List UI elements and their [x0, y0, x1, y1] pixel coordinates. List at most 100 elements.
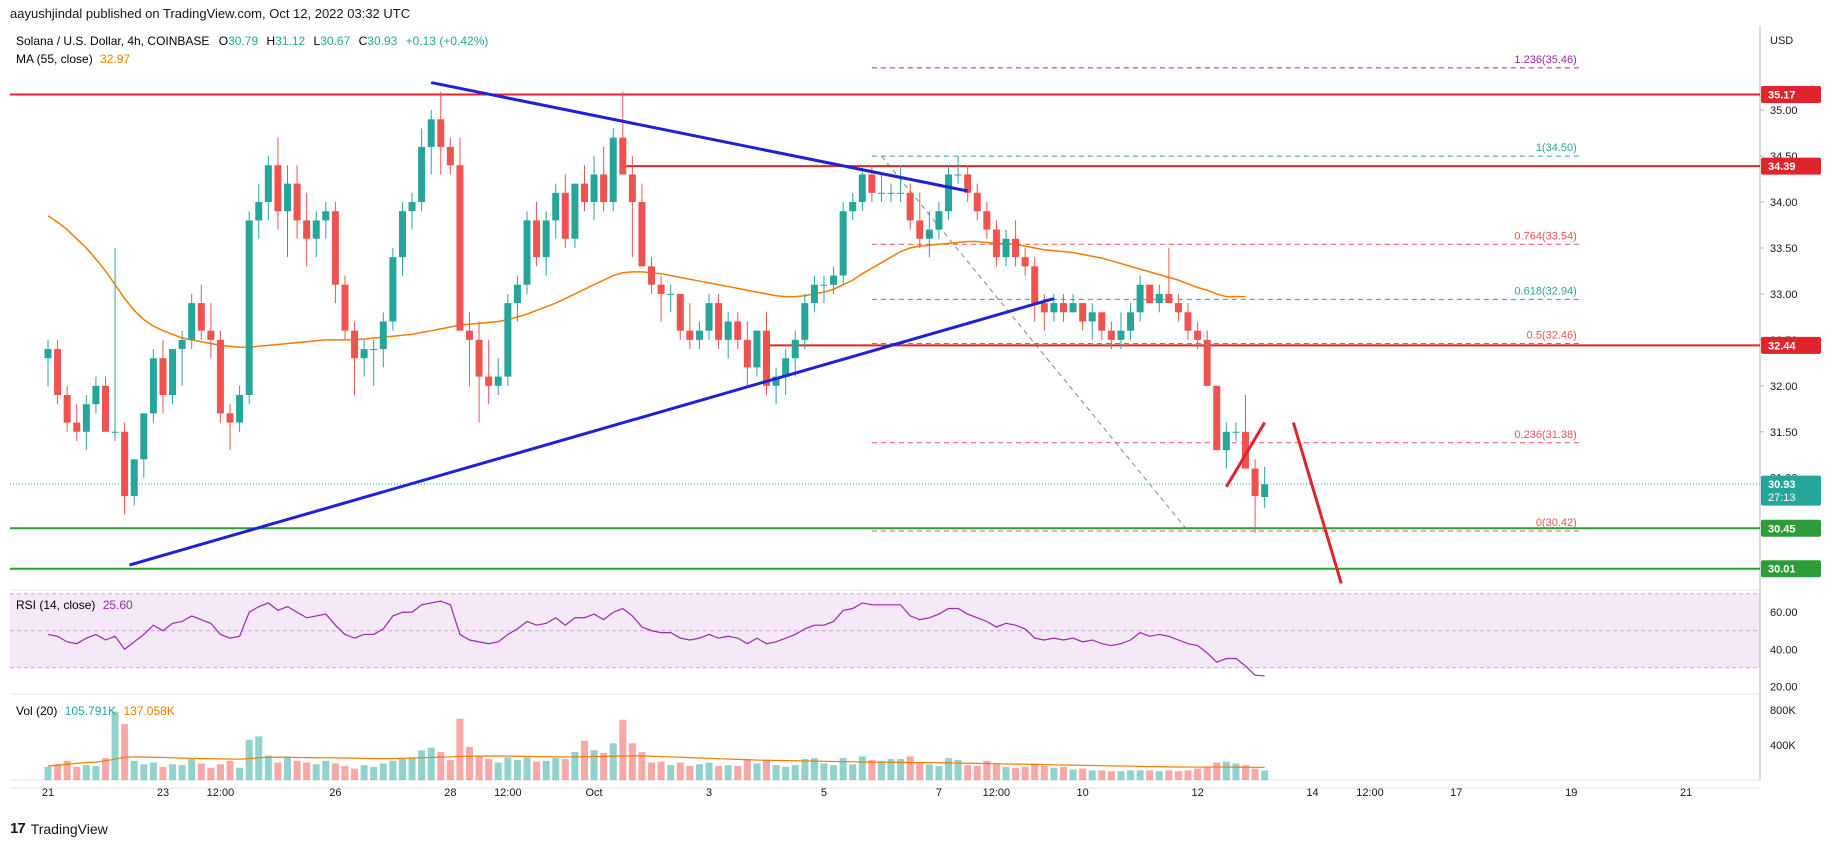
volume-bar	[197, 763, 205, 780]
candle-body	[1107, 330, 1115, 340]
volume-bar	[1069, 769, 1077, 780]
time-tick-label: 12:00	[1356, 787, 1384, 799]
candle-body	[466, 330, 474, 340]
volume-bar	[628, 743, 636, 780]
volume-bar	[73, 766, 81, 780]
candle-body	[973, 192, 981, 212]
candle-body	[1213, 385, 1221, 451]
volume-bar	[351, 768, 359, 780]
volume-legend-value1: 105.791K	[65, 704, 116, 718]
candle-body	[1059, 303, 1067, 313]
volume-bar	[552, 758, 560, 780]
volume-bar	[264, 755, 272, 780]
current-price-tag: 30.93	[1768, 479, 1796, 491]
candle-body	[830, 275, 838, 285]
candle-body	[178, 339, 186, 350]
ma-legend-value: 32.97	[100, 52, 130, 66]
volume-bar	[245, 739, 253, 780]
candle-body	[1079, 303, 1087, 322]
candle-body	[571, 183, 579, 239]
candle-body	[600, 174, 608, 203]
volume-bar	[1031, 763, 1039, 780]
volume-bar	[398, 758, 406, 780]
candle-body	[312, 220, 320, 239]
level-price-tag: 30.45	[1768, 523, 1796, 535]
candle-body	[398, 211, 406, 258]
volume-bar	[906, 756, 914, 780]
volume-bar	[226, 760, 234, 780]
candle-body	[887, 192, 895, 194]
volume-bar	[1194, 768, 1202, 780]
candle-body	[504, 303, 512, 377]
candle-body	[839, 211, 847, 276]
volume-bar	[274, 762, 282, 780]
rsi-legend-label: RSI (14, close)	[16, 598, 95, 612]
candle-body	[849, 202, 857, 212]
candle-body	[628, 174, 636, 203]
candle-body	[293, 183, 301, 221]
volume-bar	[935, 766, 943, 780]
candle-body	[121, 431, 129, 497]
volume-bar	[456, 718, 464, 780]
candle-body	[772, 376, 780, 386]
candle-body	[44, 349, 52, 359]
volume-bar	[1136, 770, 1144, 780]
current-price-tag-countdown: 27:13	[1768, 492, 1796, 504]
trendline	[430, 81, 968, 193]
volume-bar	[466, 746, 474, 780]
ma-55-line	[47, 215, 1246, 348]
candle-body	[810, 284, 818, 304]
volume-bar	[1098, 770, 1106, 780]
time-tick-label: 12	[1191, 787, 1203, 799]
tradingview-logo-icon: 17	[10, 820, 26, 837]
volume-bar	[303, 762, 311, 780]
candle-body	[169, 349, 177, 396]
rsi-band	[10, 593, 1760, 669]
ohlc-low-label: L	[314, 34, 321, 48]
volume-bar	[1050, 767, 1058, 780]
volume-bar	[1059, 766, 1067, 780]
candle-body	[216, 339, 224, 414]
candle-body	[638, 202, 646, 267]
volume-legend-value2: 137.058K	[123, 704, 174, 718]
symbol-name: Solana / U.S. Dollar, 4h, COINBASE	[16, 34, 209, 48]
fib-level-label: 0.764(33.54)	[1514, 230, 1576, 242]
volume-bar	[571, 752, 579, 780]
volume-bar	[159, 766, 167, 780]
drawings	[129, 81, 1343, 584]
volume-bar	[1232, 763, 1240, 780]
projection-line	[1225, 421, 1266, 488]
candle-body	[513, 284, 521, 304]
volume-bar	[504, 757, 512, 780]
volume-bar	[609, 743, 617, 780]
horizontal-levels	[10, 93, 1760, 570]
volume-bar	[1251, 768, 1259, 780]
candle-body	[1155, 293, 1163, 304]
volume-bar	[810, 758, 818, 780]
candle-body	[303, 220, 311, 239]
time-tick-label: 12:00	[207, 787, 235, 799]
volume-bar	[207, 767, 215, 780]
volume-bar	[331, 763, 339, 780]
price-tick-label: 33.50	[1770, 243, 1798, 255]
level-price-tag-bg	[1761, 519, 1821, 537]
volume-bar	[121, 724, 129, 780]
volume-bar	[887, 759, 895, 780]
volume-bar	[1146, 770, 1154, 780]
candle-body	[609, 137, 617, 203]
rsi-legend: RSI (14, close) 25.60	[16, 598, 133, 612]
time-tick-label: 14	[1306, 787, 1318, 799]
volume-bar	[54, 764, 62, 780]
time-tick-label: 26	[329, 787, 341, 799]
candle-body	[580, 183, 588, 203]
candle-body	[264, 165, 272, 203]
candle-body	[379, 321, 387, 350]
candle-body	[782, 358, 790, 377]
time-tick-label: 3	[706, 787, 712, 799]
volume-bar	[1107, 771, 1115, 780]
volume-bar	[494, 762, 502, 780]
tradingview-logo[interactable]: 17 TradingView	[10, 820, 108, 837]
candle-body	[245, 220, 253, 396]
